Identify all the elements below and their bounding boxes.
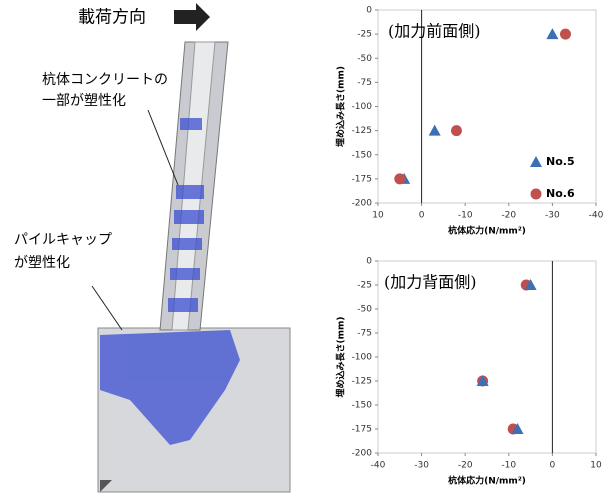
x-tick-label: -10 [458, 211, 473, 221]
legend-marker [531, 189, 542, 200]
note: 杭体コンクリートの [42, 72, 168, 88]
x-tick-label: 10 [372, 211, 384, 221]
y-tick-label: -150 [352, 401, 373, 411]
y-axis-label: 埋め込み長さ(mm) [335, 66, 347, 147]
y-tick-label: -200 [352, 199, 373, 209]
marker [546, 28, 558, 39]
marker [429, 125, 441, 136]
marker [560, 29, 571, 40]
y-tick-label: -125 [352, 126, 372, 136]
x-tick-label: -30 [545, 211, 560, 221]
x-tick-label: -20 [501, 211, 516, 221]
x-tick-label: 0 [550, 461, 556, 471]
annotation: (加力前面側) [388, 22, 481, 41]
legend-marker [530, 156, 542, 167]
marker [394, 173, 405, 184]
y-tick-label: -150 [352, 150, 373, 160]
x-tick-label: -20 [458, 461, 473, 471]
y-tick-label: -200 [352, 449, 373, 459]
note: が塑性化 [14, 255, 70, 271]
x-tick-label: -40 [371, 461, 386, 471]
x-tick-label: -30 [414, 461, 429, 471]
figure: 載荷方向 杭体コンクリートの 一部が塑性化 パイルキャップ が塑性化 0 -25 -… [0, 0, 608, 497]
note: 一部が塑性化 [42, 93, 126, 109]
y-tick-label: -175 [352, 174, 372, 184]
x-tick-label: 10 [590, 461, 602, 471]
y-tick-label: -50 [357, 305, 372, 315]
x-axis-label: 杭体応力(N/mm²) [448, 225, 526, 237]
marker [451, 125, 462, 136]
x-tick-label: 0 [419, 211, 425, 221]
y-tick-label: -75 [357, 329, 372, 339]
y-tick-label: -100 [352, 353, 373, 363]
leader-line [148, 110, 178, 185]
y-tick-label: -25 [357, 30, 372, 40]
y-tick-label: 0 [366, 6, 372, 16]
x-axis-label: 杭体応力(N/mm²) [448, 475, 526, 487]
y-tick-label: -175 [352, 425, 372, 435]
note: パイルキャップ [14, 232, 112, 248]
y-tick-label: -75 [357, 78, 372, 88]
legend-label: No.6 [546, 187, 575, 200]
y-axis-label: 埋め込み長さ(mm) [335, 317, 347, 398]
leader-line [92, 286, 122, 330]
x-tick-label: -40 [589, 211, 604, 221]
load-label: 載荷方向 [78, 8, 146, 28]
x-tick-label: -10 [501, 461, 516, 471]
y-tick-label: 0 [366, 257, 372, 267]
y-tick-label: -50 [357, 54, 372, 64]
load-arrow [174, 3, 210, 31]
y-tick-label: -125 [352, 377, 372, 387]
legend-label: No.5 [546, 155, 575, 168]
y-tick-label: -25 [357, 281, 372, 291]
y-tick-label: -100 [352, 102, 373, 112]
annotation: (加力背面側) [384, 273, 477, 292]
